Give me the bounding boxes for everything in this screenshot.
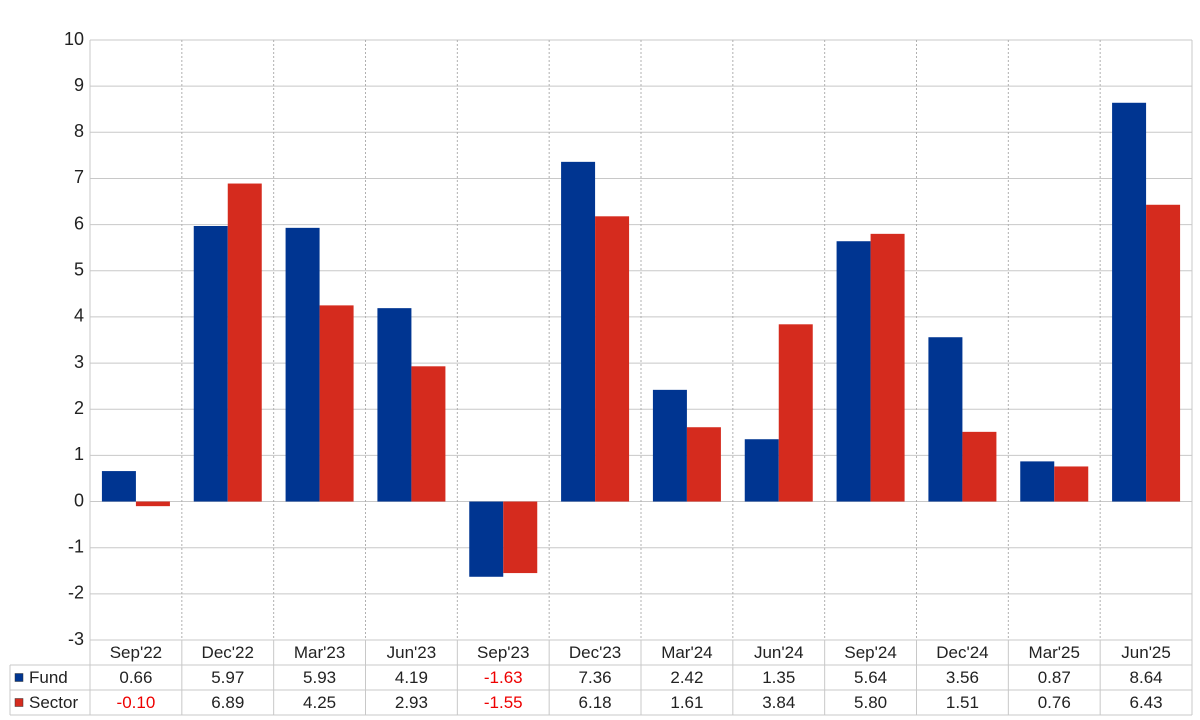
table-value: 0.66	[119, 668, 152, 687]
table-value: 3.56	[946, 668, 979, 687]
bar	[836, 241, 871, 502]
legend-label: Fund	[29, 668, 68, 687]
y-tick-label: 6	[74, 213, 84, 233]
table-value: -1.63	[484, 668, 523, 687]
bar	[686, 427, 721, 502]
bar	[193, 226, 228, 502]
table-value: 7.36	[579, 668, 612, 687]
y-tick-label: 0	[74, 490, 84, 510]
y-tick-label: 8	[74, 121, 84, 141]
y-tick-label: 10	[64, 29, 84, 49]
legend-label: Sector	[29, 693, 78, 712]
table-value: 0.87	[1038, 668, 1071, 687]
table-value: 4.19	[395, 668, 428, 687]
table-value: 8.64	[1130, 668, 1163, 687]
table-value: 4.25	[303, 693, 336, 712]
bar	[1020, 461, 1055, 502]
y-tick-label: -1	[68, 536, 84, 556]
x-tick-label: Sep'22	[110, 643, 162, 662]
x-tick-label: Jun'24	[754, 643, 804, 662]
bar	[595, 216, 630, 502]
y-tick-label: 5	[74, 260, 84, 280]
bar	[652, 389, 687, 502]
table-value: 6.18	[579, 693, 612, 712]
x-tick-label: Dec'23	[569, 643, 621, 662]
table-value: 2.42	[670, 668, 703, 687]
bar	[962, 431, 997, 502]
bar	[1112, 102, 1147, 502]
bar	[101, 471, 136, 502]
x-tick-label: Sep'24	[844, 643, 896, 662]
table-value: -0.10	[117, 693, 156, 712]
y-tick-label: -3	[68, 629, 84, 649]
table-value: 3.84	[762, 693, 795, 712]
bar	[469, 501, 504, 577]
legend-swatch	[14, 673, 24, 682]
x-tick-label: Sep'23	[477, 643, 529, 662]
x-tick-label: Dec'22	[202, 643, 254, 662]
x-tick-label: Jun'25	[1121, 643, 1171, 662]
bar	[778, 324, 813, 502]
bar	[411, 366, 446, 502]
table-value: 5.80	[854, 693, 887, 712]
table-value: 1.51	[946, 693, 979, 712]
bar	[135, 501, 170, 507]
legend-swatch	[14, 698, 24, 707]
bar	[1054, 466, 1089, 502]
bar	[870, 233, 905, 502]
y-tick-label: 7	[74, 167, 84, 187]
bar	[227, 183, 262, 502]
table-value: 5.64	[854, 668, 887, 687]
table-value: 6.89	[211, 693, 244, 712]
x-tick-label: Mar'24	[661, 643, 712, 662]
y-tick-label: 3	[74, 352, 84, 372]
table-value: -1.55	[484, 693, 523, 712]
table-value: 6.43	[1130, 693, 1163, 712]
bar	[744, 439, 779, 502]
table-value: 0.76	[1038, 693, 1071, 712]
table-value: 5.93	[303, 668, 336, 687]
bar	[377, 308, 412, 502]
bar	[285, 227, 320, 502]
y-tick-label: -2	[68, 583, 84, 603]
bar	[503, 501, 538, 574]
y-tick-label: 4	[74, 306, 84, 326]
bar	[1146, 204, 1181, 502]
x-tick-label: Mar'23	[294, 643, 345, 662]
y-tick-label: 9	[74, 75, 84, 95]
table-value: 1.61	[670, 693, 703, 712]
table-value: 5.97	[211, 668, 244, 687]
y-tick-label: 1	[74, 444, 84, 464]
x-tick-label: Jun'23	[387, 643, 437, 662]
x-tick-label: Mar'25	[1029, 643, 1080, 662]
y-tick-label: 2	[74, 398, 84, 418]
table-value: 1.35	[762, 668, 795, 687]
x-tick-label: Dec'24	[936, 643, 988, 662]
bar	[928, 337, 963, 502]
table-value: 2.93	[395, 693, 428, 712]
bar	[561, 161, 596, 502]
bar	[319, 305, 354, 502]
